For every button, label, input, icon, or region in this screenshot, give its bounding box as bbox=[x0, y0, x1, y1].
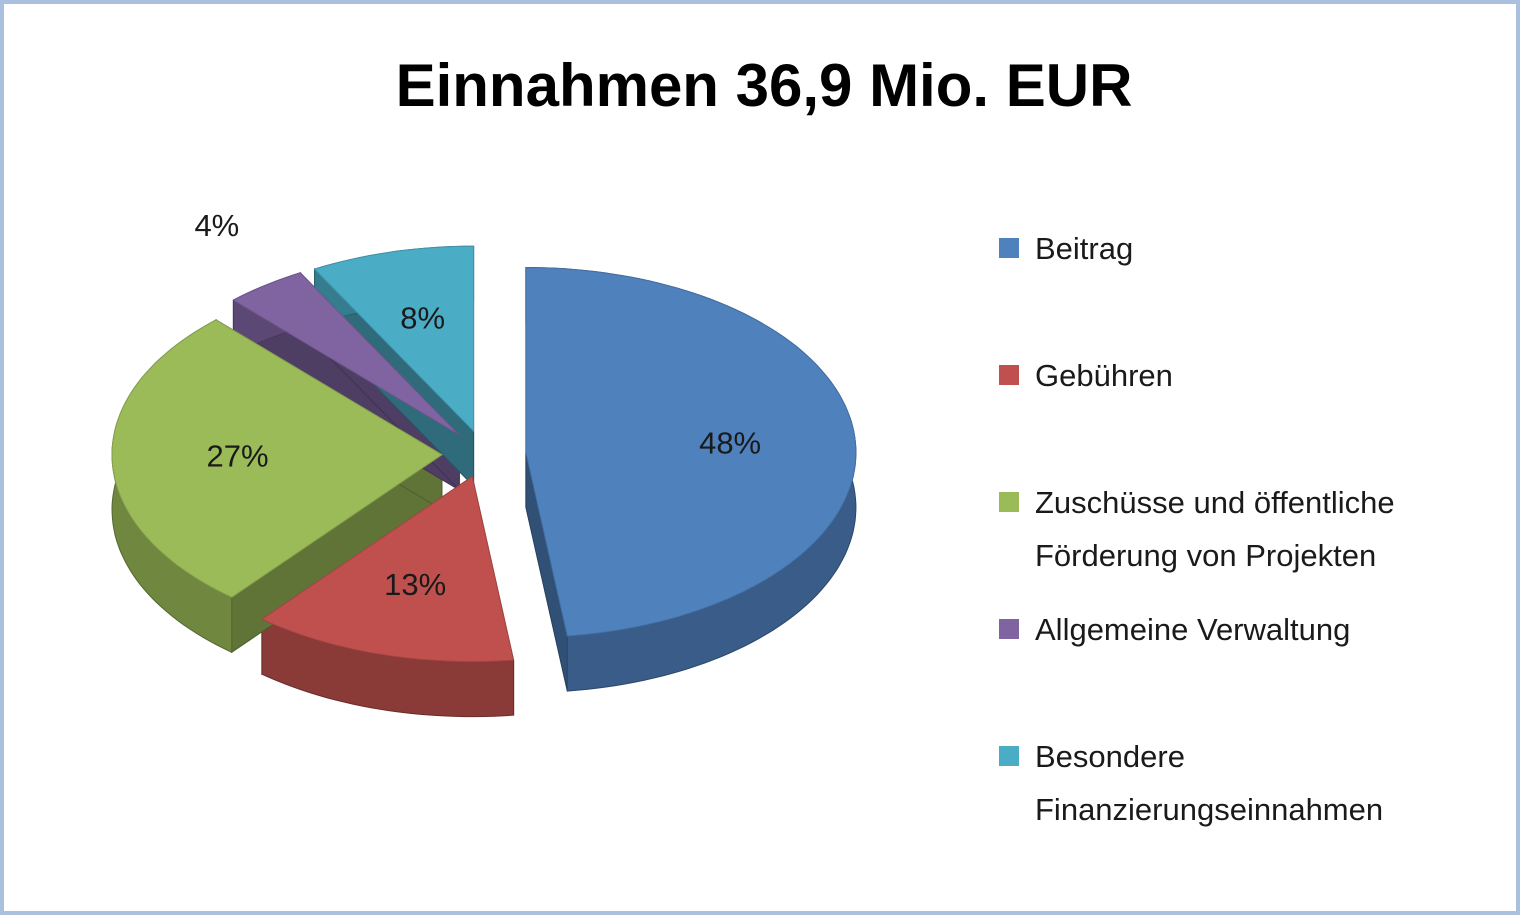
legend-label: Beitrag bbox=[1035, 231, 1134, 266]
legend: Beitrag Gebühren Zuschüsse und öffentliche… bbox=[999, 222, 1479, 857]
legend-label: Gebühren bbox=[1035, 358, 1173, 393]
pie-slice bbox=[111, 319, 443, 598]
legend-label: Besondere Finanzierungseinnahmen bbox=[1035, 739, 1384, 827]
pie-slice bbox=[525, 266, 857, 637]
chart: Einnahmen 36,9 Mio. EUR 48% 13% 27% 4% 8% bbox=[111, 52, 1133, 718]
legend-label: Allgemeine Verwaltung bbox=[1035, 612, 1351, 647]
pie-slice bbox=[232, 272, 460, 436]
data-label: 13% bbox=[384, 567, 446, 602]
legend-swatch bbox=[999, 492, 1019, 512]
legend-entry: Zuschüsse und öffentliche Förderung von … bbox=[999, 476, 1479, 603]
legend-entry: Allgemeine Verwaltung bbox=[999, 603, 1479, 730]
legend-swatch bbox=[999, 365, 1019, 385]
legend-entry: Besondere Finanzierungseinnahmen bbox=[999, 730, 1479, 857]
pie-slice bbox=[260, 475, 515, 663]
legend-entry: Beitrag bbox=[999, 222, 1479, 349]
data-label: 4% bbox=[194, 208, 239, 243]
pie-slice bbox=[313, 245, 475, 433]
legend-swatch bbox=[999, 238, 1019, 258]
legend-swatch bbox=[999, 619, 1019, 639]
data-label: 48% bbox=[699, 426, 761, 461]
legend-label: Zuschüsse und öffentliche Förderung von … bbox=[1035, 485, 1395, 573]
data-label: 27% bbox=[206, 439, 268, 474]
data-label: 8% bbox=[400, 300, 445, 335]
legend-entry: Gebühren bbox=[999, 349, 1479, 476]
legend-swatch bbox=[999, 746, 1019, 766]
chart-title: Einnahmen 36,9 Mio. EUR bbox=[396, 52, 1133, 119]
